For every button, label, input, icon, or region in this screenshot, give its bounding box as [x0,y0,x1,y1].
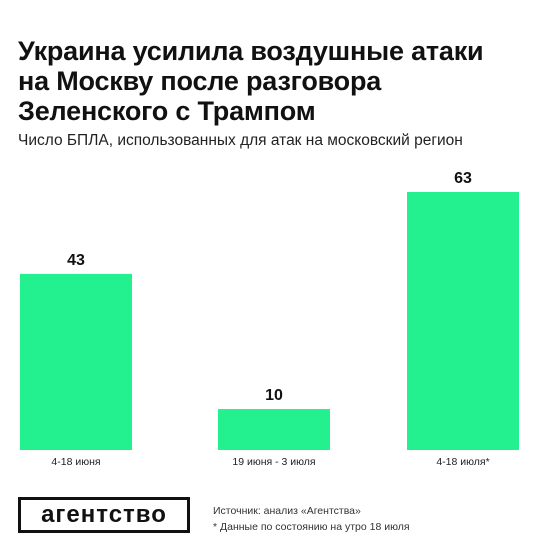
agentstvo-logo: агентство [18,497,190,533]
source-block: Источник: анализ «Агентства» * Данные по… [213,503,543,535]
bar-1 [20,273,132,450]
category-label-2: 19 июня - 3 июля [232,456,315,468]
footnote-text: * Данные по состоянию на утро 18 июля [213,521,410,533]
chart-title: Украина усилила воздушные атаки на Москв… [18,36,484,126]
category-label-1: 4-18 июня [51,456,100,468]
bar-3 [407,192,519,450]
source-text: Источник: анализ «Агентства» [213,505,361,517]
bar-2 [218,409,330,450]
value-label-2: 10 [265,387,283,404]
value-label-1: 43 [67,252,85,269]
chart-subtitle: Число БПЛА, использованных для атак на м… [18,132,463,149]
category-label-3: 4-18 июля* [436,456,489,468]
value-label-3: 63 [454,170,472,187]
